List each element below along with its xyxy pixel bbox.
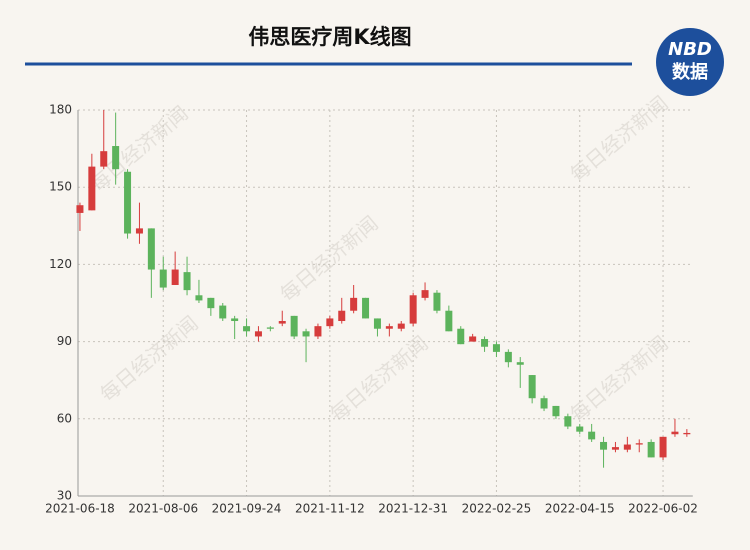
candle-body [600, 441, 608, 450]
candle-body [266, 327, 274, 329]
candle-body [683, 432, 691, 435]
candle-body [112, 146, 120, 170]
x-tick-label: 2021-09-24 [212, 502, 282, 516]
candle-body [635, 443, 643, 445]
candle-body [159, 269, 167, 288]
x-tick-label: 2022-04-15 [545, 502, 615, 516]
candle-body [88, 166, 96, 211]
candle-body [504, 351, 512, 363]
candle-body [588, 431, 596, 440]
y-tick-label: 180 [49, 103, 72, 117]
candle-body [183, 272, 191, 291]
candle-body [231, 318, 239, 322]
x-tick-label: 2022-02-25 [462, 502, 532, 516]
candle-body [219, 305, 227, 319]
candle-body [552, 405, 560, 417]
x-tick-label: 2021-06-18 [45, 502, 115, 516]
y-tick-label: 30 [57, 489, 72, 503]
candle-body [76, 205, 84, 213]
candle-body [362, 297, 370, 319]
candle-body [302, 331, 310, 337]
y-tick-label: 90 [57, 334, 72, 348]
candle-body [528, 375, 536, 399]
y-tick-label: 150 [49, 180, 72, 194]
candle-body [124, 171, 132, 234]
candle-body [171, 269, 179, 285]
candle-body [278, 321, 286, 324]
candle-body [564, 416, 572, 427]
candle-body [433, 292, 441, 311]
candle-body [623, 444, 631, 450]
candle-body [243, 326, 251, 332]
logo-text: 数据 [672, 61, 708, 83]
x-tick-label: 2021-11-12 [295, 502, 365, 516]
candle-body [385, 326, 393, 329]
candle-body [195, 295, 203, 301]
x-tick-label: 2021-08-06 [128, 502, 198, 516]
candle-body [481, 339, 489, 347]
x-tick-label: 2022-06-02 [628, 502, 698, 516]
candle-body [647, 441, 655, 458]
candle-body [207, 297, 215, 309]
candle-body [409, 295, 417, 324]
x-tick-label: 2021-12-31 [378, 502, 448, 516]
candle-body [492, 344, 500, 352]
candle-body [421, 290, 429, 298]
y-tick-label: 120 [49, 257, 72, 271]
logo [656, 28, 724, 96]
candle-body [290, 315, 298, 337]
candle-body [314, 326, 322, 337]
candle-body [338, 310, 346, 322]
y-tick-label: 60 [57, 411, 72, 425]
candle-body [576, 426, 584, 432]
candle-body [397, 323, 405, 329]
candle-body [326, 318, 334, 327]
candle-body [671, 431, 679, 435]
candle-body [350, 297, 358, 311]
candle-body [135, 228, 143, 234]
candle-body [611, 447, 619, 450]
candle-body [457, 328, 465, 345]
chart-title: 伟思医疗周K线图 [248, 25, 411, 49]
logo-text: NBD [668, 39, 712, 60]
candle-body [659, 436, 667, 458]
candle-body [540, 398, 548, 409]
candle-body [254, 331, 262, 337]
candle-body [147, 228, 155, 270]
candle-body [469, 336, 477, 342]
candle-body [100, 151, 108, 167]
candle-body [516, 362, 524, 365]
candle-body [373, 318, 381, 329]
candle-body [445, 310, 453, 332]
